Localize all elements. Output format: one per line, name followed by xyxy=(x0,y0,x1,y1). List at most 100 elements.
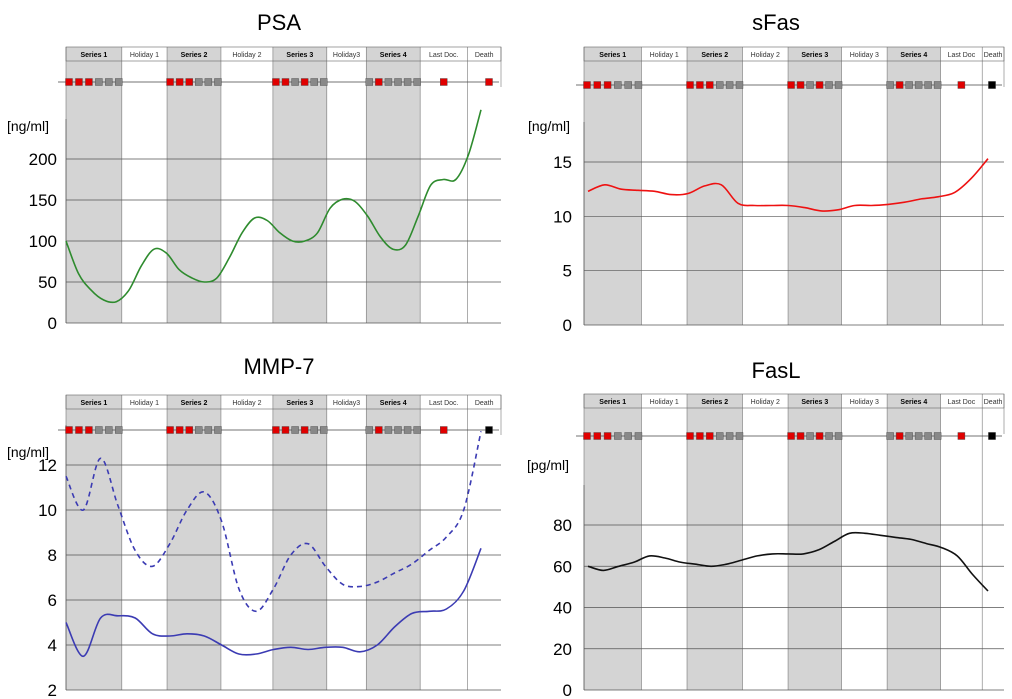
dose-marker xyxy=(375,426,383,434)
dose-marker xyxy=(300,78,309,86)
y-tick-label: 50 xyxy=(38,273,57,292)
dose-marker xyxy=(886,81,894,89)
y-tick-label: 200 xyxy=(29,150,57,169)
series-line xyxy=(65,547,482,658)
dose-marker xyxy=(914,81,923,89)
dose-marker xyxy=(85,426,93,434)
dose-marker xyxy=(65,426,73,434)
y-tick-label: 2 xyxy=(48,681,57,699)
phase-label: Holiday 1 xyxy=(650,52,679,59)
dose-marker xyxy=(716,81,724,89)
y-tick-label: 40 xyxy=(553,599,572,618)
dose-marker xyxy=(85,78,93,86)
dose-marker xyxy=(624,432,632,440)
dose-marker xyxy=(686,81,694,89)
phase-label: Series 4 xyxy=(380,52,407,59)
dose-marker xyxy=(796,432,805,440)
dose-marker xyxy=(603,432,612,440)
phase-header xyxy=(65,46,502,62)
dose-marker xyxy=(593,432,601,440)
dose-marker xyxy=(583,81,591,89)
dose-marker xyxy=(895,81,904,89)
y-tick-label: 4 xyxy=(48,636,57,655)
dose-marker xyxy=(716,432,724,440)
dose-marker xyxy=(291,426,299,434)
dose-marker xyxy=(624,81,632,89)
dose-marker xyxy=(933,432,942,440)
phase-label: Series 1 xyxy=(599,399,626,406)
phase-band xyxy=(366,395,421,690)
chart-title: PSA xyxy=(257,10,301,35)
y-tick-label: 150 xyxy=(29,191,57,210)
dose-marker xyxy=(933,81,942,89)
y-tick-label: 0 xyxy=(563,316,572,335)
dose-marker xyxy=(281,78,290,86)
dose-marker xyxy=(214,78,222,86)
dose-marker xyxy=(924,81,932,89)
dose-marker xyxy=(175,426,184,434)
dose-marker xyxy=(603,81,612,89)
phase-label: Series 1 xyxy=(80,400,107,407)
phase-label: Holiday 2 xyxy=(232,400,261,407)
series-line xyxy=(587,158,989,212)
dose-marker xyxy=(815,432,824,440)
phase-label: Series 1 xyxy=(599,52,626,59)
dose-marker xyxy=(310,426,318,434)
dose-marker xyxy=(394,78,402,86)
phase-band xyxy=(66,395,122,690)
dose-marker xyxy=(175,78,184,86)
y-tick-label: 6 xyxy=(48,591,57,610)
dose-marker xyxy=(375,78,383,86)
phase-band xyxy=(584,394,642,690)
phase-label: Death xyxy=(984,52,1003,59)
dose-marker xyxy=(403,78,412,86)
dose-marker xyxy=(440,426,448,434)
chart-panel-sfas: Series 1 Holiday 1 Series 2 Holiday 2 Series… xyxy=(528,10,1005,335)
phase-header xyxy=(65,394,502,410)
phase-label: Last Doc xyxy=(948,52,976,59)
dose-marker xyxy=(634,432,643,440)
phase-label: Series 1 xyxy=(80,52,107,59)
y-tick-label: 20 xyxy=(553,640,572,659)
dose-marker xyxy=(706,81,714,89)
phase-label: Last Doc. xyxy=(429,400,459,407)
dose-marker xyxy=(394,426,402,434)
phase-label: Holiday 1 xyxy=(650,399,679,406)
y-tick-label: 100 xyxy=(29,232,57,251)
phase-label: Series 2 xyxy=(701,399,728,406)
y-tick-label: 10 xyxy=(553,207,572,226)
chart-title: MMP-7 xyxy=(244,354,315,379)
dose-marker xyxy=(924,432,932,440)
dose-marker xyxy=(440,78,448,86)
dose-marker xyxy=(214,426,222,434)
dose-marker xyxy=(834,81,843,89)
dose-marker xyxy=(796,81,805,89)
phase-label: Holiday 2 xyxy=(232,52,261,59)
dose-marker xyxy=(825,81,833,89)
y-tick-label: 10 xyxy=(38,501,57,520)
y-tick-label: 8 xyxy=(48,546,57,565)
phase-label: Death xyxy=(475,52,494,59)
dose-marker xyxy=(686,432,694,440)
dose-marker xyxy=(905,432,913,440)
dose-marker xyxy=(696,81,704,89)
chart-title: sFas xyxy=(752,10,800,35)
dose-marker xyxy=(365,78,373,86)
dose-marker xyxy=(583,432,591,440)
phase-band xyxy=(272,47,327,323)
phase-label: Holiday3 xyxy=(333,52,360,59)
dose-marker xyxy=(166,78,174,86)
dose-marker xyxy=(787,81,795,89)
y-tick-label: 0 xyxy=(48,314,57,333)
series-line xyxy=(65,109,482,304)
y-tick-label: 15 xyxy=(553,153,572,172)
dose-marker xyxy=(204,426,213,434)
dose-marker xyxy=(105,78,113,86)
y-tick-label: 80 xyxy=(553,516,572,535)
y-tick-label: 5 xyxy=(563,262,572,281)
phase-label: Series 3 xyxy=(801,399,828,406)
series-line xyxy=(587,531,989,592)
y-tick-label: 0 xyxy=(563,681,572,699)
dose-marker xyxy=(185,426,193,434)
